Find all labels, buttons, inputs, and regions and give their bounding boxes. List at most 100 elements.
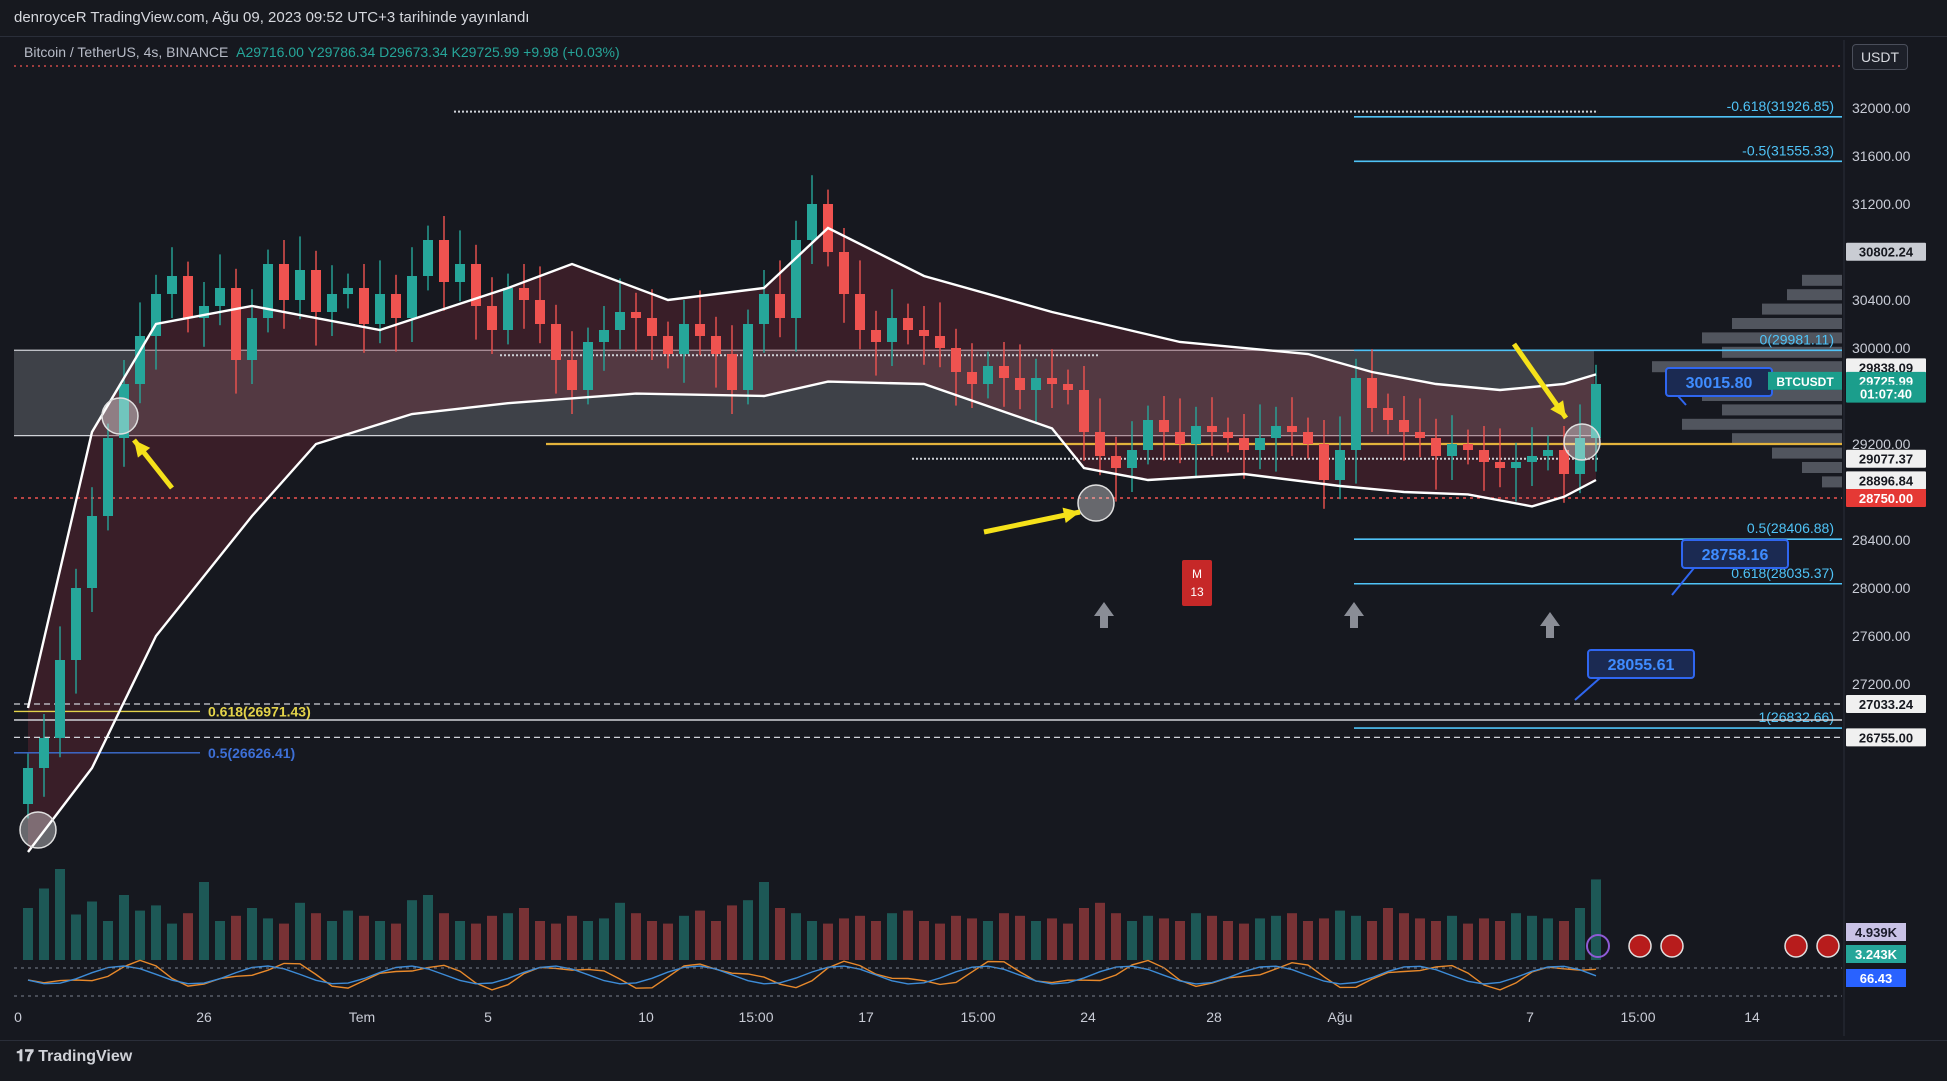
x-tick: Tem bbox=[349, 1009, 375, 1025]
price-label: 27033.24 bbox=[1859, 697, 1914, 712]
volume-bar bbox=[1543, 918, 1553, 960]
candle-body bbox=[471, 264, 481, 306]
volume-bar bbox=[551, 923, 561, 960]
candle-body bbox=[567, 360, 577, 390]
candle-body bbox=[759, 294, 769, 324]
callout-label: 28758.16 bbox=[1702, 547, 1769, 564]
candle-body bbox=[1015, 378, 1025, 390]
x-tick: 0 bbox=[14, 1009, 22, 1025]
volume-bar bbox=[839, 918, 849, 960]
volume-bar bbox=[615, 902, 625, 960]
volume-bar bbox=[1175, 921, 1185, 960]
candle-body bbox=[1079, 390, 1089, 432]
x-tick: 7 bbox=[1526, 1009, 1534, 1025]
volume-bar bbox=[1367, 921, 1377, 960]
y-tick: 32000.00 bbox=[1852, 100, 1911, 116]
volume-bar bbox=[759, 882, 769, 960]
price-labels: 30802.2429838.0929725.9901:07:4029077.37… bbox=[1768, 242, 1926, 987]
price-axis[interactable]: 32000.00 31600.00 31200.00 30400.00 30000.00… bbox=[1843, 40, 1911, 1036]
symbol-legend[interactable]: Bitcoin / TetherUS, 4s, BINANCE A29716.0… bbox=[24, 44, 620, 60]
event-flag-icon bbox=[1628, 934, 1652, 958]
candle-body bbox=[103, 438, 113, 516]
candle-body bbox=[407, 276, 417, 318]
candle-body bbox=[503, 288, 513, 330]
candle-body bbox=[167, 276, 177, 294]
volume-bar bbox=[743, 900, 753, 960]
yellow-arrow-head bbox=[134, 440, 151, 458]
volume-bar bbox=[1207, 915, 1217, 960]
candle-body bbox=[1063, 384, 1073, 390]
candle-body bbox=[1399, 420, 1409, 432]
tradingview-logo[interactable]: 𝟏𝟕 TradingView bbox=[16, 1048, 132, 1066]
candle-body bbox=[1335, 450, 1345, 480]
oscillator-line-fast bbox=[27, 959, 1597, 991]
candle-body bbox=[1303, 432, 1313, 444]
candle-body bbox=[279, 264, 289, 300]
candle-body bbox=[135, 336, 145, 384]
candle-body bbox=[631, 312, 641, 318]
candle-body bbox=[295, 270, 305, 300]
up-arrow-icon bbox=[1344, 602, 1364, 628]
volume-bar bbox=[951, 915, 961, 960]
indicator-label-box bbox=[1846, 945, 1906, 963]
x-tick: 14 bbox=[1744, 1009, 1760, 1025]
candle-body bbox=[1591, 384, 1601, 438]
volume-bar bbox=[983, 921, 993, 960]
volume-bar bbox=[23, 908, 33, 960]
volume-bar bbox=[647, 921, 657, 960]
indicator-label-box bbox=[1846, 969, 1906, 987]
volume-bar bbox=[167, 923, 177, 960]
candle-body bbox=[1463, 444, 1473, 450]
fib-label: 0.5(28406.88) bbox=[1747, 520, 1834, 536]
candle-body bbox=[39, 738, 49, 768]
volume-bar bbox=[1239, 923, 1249, 960]
volume-bars bbox=[23, 869, 1601, 960]
volume-bar bbox=[1127, 921, 1137, 960]
candle-body bbox=[983, 366, 993, 384]
volume-bar bbox=[855, 915, 865, 960]
candle-body bbox=[583, 342, 593, 390]
volume-bar bbox=[439, 913, 449, 960]
candle-body bbox=[1159, 420, 1169, 432]
volume-bar bbox=[1063, 923, 1073, 960]
volume-bar bbox=[1431, 921, 1441, 960]
time-axis[interactable]: 0 26 Tem 5 10 15:00 17 15:00 24 28 Ağu 7 15:00 14 bbox=[14, 1009, 1760, 1025]
x-tick: 15:00 bbox=[1620, 1009, 1655, 1025]
volume-bar bbox=[263, 918, 273, 960]
marker-tag bbox=[1182, 560, 1212, 606]
candle-body bbox=[951, 348, 961, 372]
candle-body bbox=[311, 270, 321, 312]
volume-bar bbox=[903, 910, 913, 960]
volume-profile-bar bbox=[1682, 418, 1842, 430]
candle-body bbox=[615, 312, 625, 330]
candle-body bbox=[1431, 438, 1441, 456]
volume-bar bbox=[871, 921, 881, 960]
volume-bar bbox=[679, 915, 689, 960]
volume-bar bbox=[247, 908, 257, 960]
y-tick: 28000.00 bbox=[1852, 580, 1911, 596]
candle-body bbox=[375, 294, 385, 324]
candle-body bbox=[535, 300, 545, 324]
callout-pointer bbox=[1574, 677, 1601, 701]
logo-mark-icon: 𝟏𝟕 bbox=[16, 1048, 39, 1065]
candle-body bbox=[1351, 378, 1361, 450]
indicator-label: 3.243K bbox=[1855, 947, 1898, 962]
volume-bar bbox=[1255, 918, 1265, 960]
volume-bar bbox=[1319, 918, 1329, 960]
candle-body bbox=[775, 294, 785, 318]
candle-body bbox=[551, 324, 561, 360]
annotations: M 13 30015.80 28758.16 28055.61 bbox=[19, 342, 1840, 958]
volume-bar bbox=[1191, 913, 1201, 960]
candle-body bbox=[1239, 438, 1249, 450]
volume-bar bbox=[535, 921, 545, 960]
candle-body bbox=[55, 660, 65, 738]
volume-bar bbox=[887, 913, 897, 960]
volume-profile-bar bbox=[1652, 361, 1842, 373]
currency-button[interactable]: USDT bbox=[1852, 44, 1908, 70]
x-tick: 26 bbox=[196, 1009, 212, 1025]
volume-bar bbox=[391, 923, 401, 960]
y-tick: 29200.00 bbox=[1852, 436, 1911, 452]
volume-bar bbox=[1351, 915, 1361, 960]
volume-bar bbox=[1447, 915, 1457, 960]
